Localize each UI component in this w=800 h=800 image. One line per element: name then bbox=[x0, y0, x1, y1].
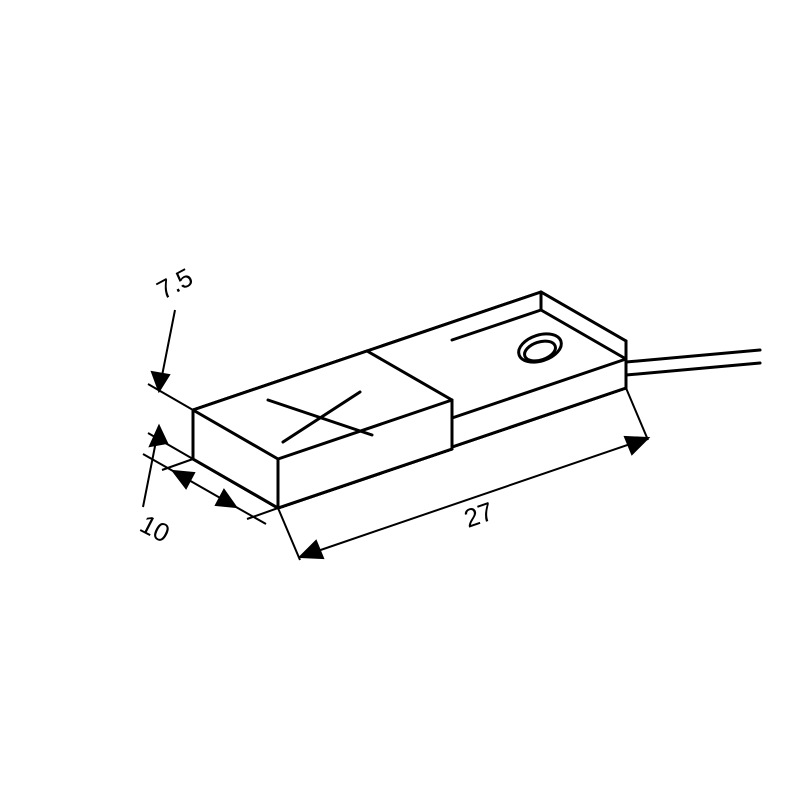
dimension-length-label: 27 bbox=[460, 496, 497, 534]
dimension-drawing: 7.5 10 27 bbox=[0, 0, 800, 800]
dimension-width-label: 10 bbox=[135, 509, 174, 549]
dimension-height-label: 7.5 bbox=[152, 262, 198, 305]
cable-icon bbox=[626, 350, 760, 375]
